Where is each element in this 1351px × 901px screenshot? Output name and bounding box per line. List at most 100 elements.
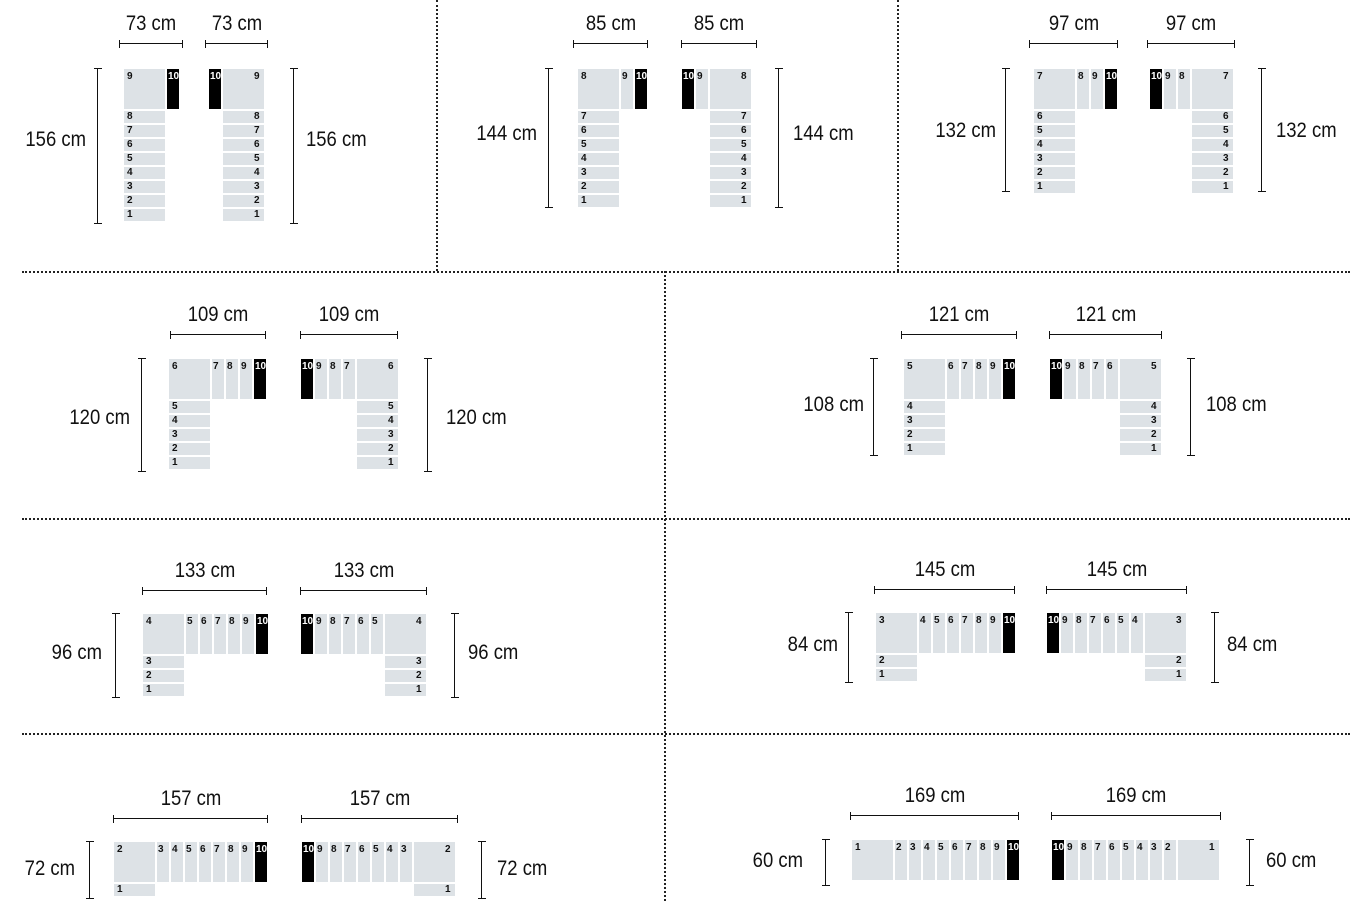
- top-step: [254, 841, 268, 883]
- step-number: 5: [581, 139, 587, 150]
- lower-step: [1119, 400, 1162, 414]
- upper-step: [314, 613, 328, 655]
- step-number: 2: [117, 844, 123, 855]
- height-dimension-line: [1187, 358, 1195, 456]
- step-number: 8: [1078, 71, 1084, 82]
- upper-step: [620, 68, 634, 110]
- upper-step: [960, 358, 974, 400]
- upper-step: [1130, 612, 1144, 654]
- step-number: 8: [229, 616, 235, 627]
- top-step: [1002, 358, 1016, 400]
- step-number: 7: [345, 844, 351, 855]
- step-number: 2: [146, 670, 152, 681]
- step-number: 4: [146, 616, 152, 627]
- width-label: 145 cm: [914, 558, 975, 581]
- step-number: 3: [127, 181, 133, 192]
- step-number: 9: [316, 616, 322, 627]
- height-label-left: 132 cm: [935, 119, 996, 142]
- lower-step: [577, 180, 620, 194]
- width-label: 97 cm: [1048, 12, 1099, 35]
- landing-step: [1191, 68, 1234, 110]
- lower-step: [577, 166, 620, 180]
- upper-step: [342, 613, 356, 655]
- lower-step: [1033, 152, 1076, 166]
- step-number: 4: [741, 153, 747, 164]
- lower-step: [875, 668, 918, 682]
- step-number: 6: [358, 616, 364, 627]
- step-number: 5: [187, 616, 193, 627]
- lower-step: [709, 180, 752, 194]
- step-number: 4: [1151, 401, 1157, 412]
- step-number: 5: [1123, 842, 1129, 853]
- upper-step: [356, 613, 370, 655]
- upper-step: [184, 841, 198, 883]
- step-number: 5: [372, 616, 378, 627]
- width-dimension-line: [1029, 40, 1118, 48]
- lower-step: [1191, 152, 1234, 166]
- width-dimension-line: [1049, 331, 1162, 339]
- lower-step: [1119, 442, 1162, 456]
- step-number: 2: [581, 181, 587, 192]
- step-number: 5: [1118, 615, 1124, 626]
- upper-step: [918, 612, 932, 654]
- lower-step: [222, 110, 265, 124]
- width-dimension-line: [1046, 586, 1187, 594]
- step-number: 10: [255, 361, 267, 372]
- height-label-right: 156 cm: [306, 128, 367, 151]
- step-number: 7: [1093, 361, 1099, 372]
- upper-step: [342, 358, 356, 400]
- step-number: 10: [256, 844, 268, 855]
- width-label: 169 cm: [904, 784, 965, 807]
- lower-step: [1119, 428, 1162, 442]
- height-label-right: 108 cm: [1206, 393, 1267, 416]
- upper-step: [1088, 612, 1102, 654]
- lower-step: [123, 138, 166, 152]
- lower-step: [356, 456, 399, 470]
- step-number: 8: [227, 361, 233, 372]
- landing-step: [123, 68, 166, 110]
- lower-step: [168, 414, 211, 428]
- top-step: [1104, 68, 1118, 110]
- landing-step: [577, 68, 620, 110]
- lower-step: [577, 124, 620, 138]
- width-dimension-line: [573, 40, 648, 48]
- lower-step: [168, 442, 211, 456]
- upper-step: [1090, 68, 1104, 110]
- width-dimension-line: [1051, 812, 1221, 820]
- height-dimension-line: [451, 613, 459, 698]
- step-number: 10: [302, 361, 314, 372]
- step-number: 1: [855, 842, 861, 853]
- step-number: 1: [445, 884, 451, 895]
- step-number: 4: [127, 167, 133, 178]
- step-number: 10: [1053, 842, 1065, 853]
- top-step: [300, 358, 314, 400]
- step-number: 8: [976, 361, 982, 372]
- step-number: 6: [388, 361, 394, 372]
- upper-step: [1074, 612, 1088, 654]
- top-step: [166, 68, 180, 110]
- step-number: 7: [1090, 615, 1096, 626]
- step-number: 7: [214, 844, 220, 855]
- lower-step: [222, 208, 265, 222]
- lower-step: [142, 683, 185, 697]
- lower-step: [168, 428, 211, 442]
- step-number: 8: [1076, 615, 1082, 626]
- step-number: 9: [990, 615, 996, 626]
- top-step: [208, 68, 222, 110]
- height-dimension-line: [845, 612, 853, 683]
- lower-step: [356, 400, 399, 414]
- upper-step: [936, 839, 950, 881]
- landing-step: [413, 841, 456, 883]
- upper-step: [894, 839, 908, 881]
- width-label: 97 cm: [1165, 12, 1217, 35]
- upper-step: [1091, 358, 1105, 400]
- upper-step: [1063, 358, 1077, 400]
- landing-step: [384, 613, 427, 655]
- landing-step: [113, 841, 156, 883]
- step-number: 9: [622, 71, 628, 82]
- lower-step: [1033, 180, 1076, 194]
- step-number: 2: [907, 429, 913, 440]
- upper-step: [212, 841, 226, 883]
- top-step: [253, 358, 267, 400]
- width-dimension-line: [1147, 40, 1235, 48]
